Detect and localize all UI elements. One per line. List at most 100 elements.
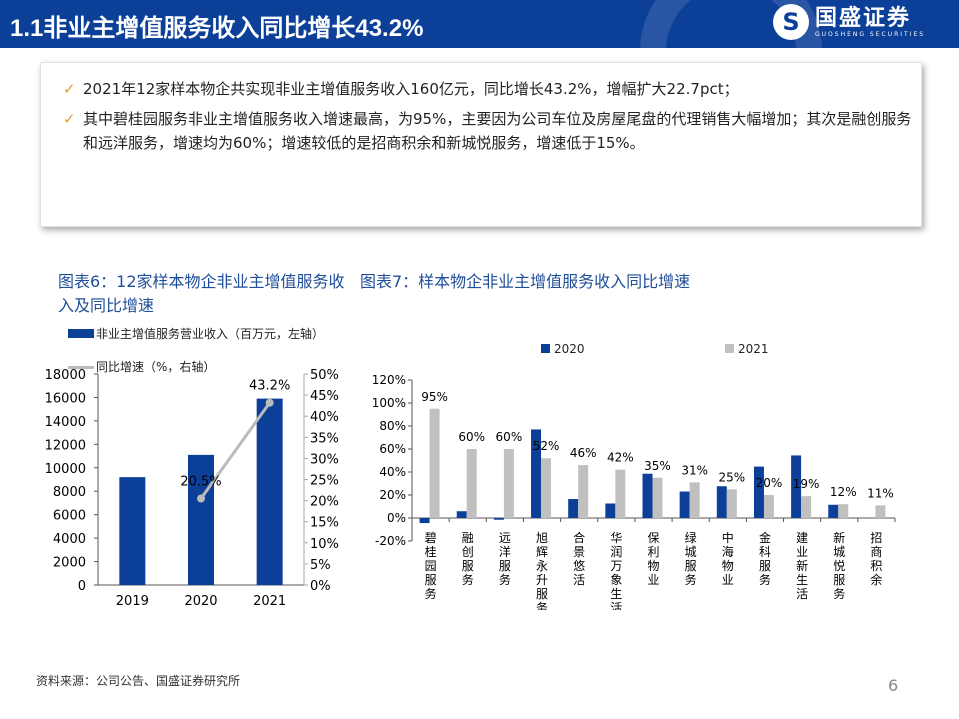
right-tick-label: 35%: [310, 431, 339, 446]
x-tick-label-char: 业: [647, 573, 659, 587]
legend-swatch: [68, 329, 94, 338]
left-tick-label: 8000: [53, 485, 86, 500]
left-tick-label: 16000: [45, 391, 86, 406]
bar-2021-旭辉永升服务: [541, 458, 552, 518]
x-tick-label-char: 悦: [833, 559, 845, 573]
bullet-2: ✓ 其中碧桂园服务非业主增值服务收入增速最高，为95%，主要因为公司车位及房屋尾盘…: [63, 107, 913, 155]
right-tick-label: 5%: [310, 558, 331, 573]
x-tick-label-char: 桂: [425, 544, 437, 559]
bar-2020-中海物业: [716, 486, 727, 518]
bar-2021-碧桂园服务: [429, 408, 440, 518]
bar-2021-建业新生活: [801, 496, 812, 518]
x-tick-label-char: 华: [610, 531, 622, 545]
bar-2019: [119, 477, 146, 585]
legend-swatch: [541, 344, 550, 353]
chart7-legend-2020: 2020: [541, 342, 585, 356]
bar-2021-华润万象生活: [615, 469, 626, 518]
bar-2020: [188, 454, 214, 585]
y-tick-label: 80%: [379, 419, 406, 433]
x-tick-label-char: 永: [536, 559, 548, 573]
x-tick-label-char: 海: [722, 544, 734, 559]
x-tick-label-char: 物: [647, 559, 659, 573]
chart6: 0 2000 4000 6000 8000 10000 12000 14000 16000 180…: [45, 368, 339, 609]
data-label: 20%: [756, 476, 783, 490]
bar-2021-合景悠活: [578, 465, 589, 518]
data-label: 43.2%: [249, 379, 290, 394]
legend-line-swatch: [68, 366, 94, 369]
data-label: 19%: [793, 477, 820, 491]
y-tick-label: 100%: [372, 396, 406, 410]
left-tick-label: 4000: [53, 532, 86, 547]
bar-2021-融创服务: [466, 449, 477, 518]
x-tick-label-char: 招: [870, 531, 882, 545]
bar-2020-建业新生活: [791, 455, 802, 518]
data-label: 25%: [718, 470, 745, 484]
chart6-legend-line: 同比增速（%，右轴）: [68, 358, 215, 375]
bar-2020-新城悦服务: [828, 504, 839, 518]
x-tick-label-char: 升: [536, 573, 548, 587]
x-tick-label-char: 服: [685, 559, 697, 573]
chart7: -20%0%20%40%60%80%100%120%95%碧桂园服务60%融创服…: [372, 373, 896, 610]
right-tick-label: 30%: [310, 452, 339, 467]
x-tick-label-char: 合: [573, 530, 585, 545]
data-label: 60%: [496, 430, 523, 444]
x-tick-label-char: 利: [647, 545, 659, 559]
left-tick-label: 18000: [45, 368, 86, 383]
left-tick-label: 6000: [53, 509, 86, 524]
x-tick-label-char: 辉: [536, 545, 548, 559]
right-tick-label: 0%: [310, 579, 331, 594]
bar-2021-保利物业: [652, 477, 663, 518]
bar-2020-碧桂园服务: [419, 518, 430, 524]
chart6-title: 图表6：12家样本物企非业主增值服务收入及同比增速: [58, 272, 345, 315]
x-tick-label-char: 活: [573, 573, 585, 587]
bar-2020-旭辉永升服务: [531, 429, 542, 518]
x-tick-label-char: 务: [833, 586, 845, 601]
legend-swatch: [725, 344, 734, 353]
x-tick-label-char: 务: [462, 572, 474, 587]
y-tick-label: 0%: [387, 511, 406, 525]
x-tick-label-char: 务: [425, 586, 437, 601]
x-tick-label-char: 积: [870, 559, 882, 573]
logo-mark-icon: S: [773, 4, 809, 40]
x-tick-label-char: 绿: [685, 530, 697, 545]
bar-2020-合景悠活: [568, 499, 579, 518]
bar-2021-新城悦服务: [838, 504, 849, 518]
bar-2021-金科服务: [763, 495, 774, 518]
x-tick-label-char: 余: [870, 572, 882, 587]
data-label: 42%: [607, 451, 634, 465]
x-tick-label-char: 务: [499, 572, 511, 587]
x-tick-label-char: 城: [685, 545, 697, 559]
x-tick-label-char: 商: [870, 544, 882, 559]
left-tick-label: 14000: [45, 415, 86, 430]
x-tick-label-char: 景: [573, 545, 585, 559]
x-tick-label-char: 中: [722, 530, 734, 545]
x-tick-label-char: 悠: [573, 558, 585, 573]
x-tick-label-char: 金: [759, 530, 771, 545]
x-tick-label-char: 务: [685, 572, 697, 587]
x-tick-label-char: 物: [722, 559, 734, 573]
check-icon: ✓: [63, 80, 76, 98]
x-tick-label-char: 服: [499, 559, 511, 573]
left-tick-label: 0: [78, 579, 86, 594]
left-tick-label: 10000: [45, 462, 86, 477]
x-tick-label-char: 园: [425, 559, 437, 573]
y-tick-label: 60%: [379, 442, 406, 456]
data-label: 35%: [644, 459, 671, 473]
data-label: 20.5%: [180, 474, 221, 489]
x-tick-label-char: 融: [462, 531, 474, 545]
x-tick-label-char: 万: [610, 559, 622, 573]
x-tick-label-char: 碧: [425, 531, 437, 545]
growth-point: [197, 494, 205, 503]
chart7-legend-2021: 2021: [725, 342, 769, 356]
growth-line: [199, 401, 271, 500]
bar-2020-保利物业: [642, 473, 653, 518]
source-note: 资料来源：公司公告、国盛证券研究所: [36, 674, 241, 688]
x-tick-label-char: 建: [796, 531, 808, 545]
y-tick-label: -20%: [375, 534, 406, 548]
x-tick-label-char: 保: [647, 531, 659, 545]
bullet-1: ✓ 2021年12家样本物企共实现非业主增值服务收入160亿元，同比增长43.2%…: [63, 77, 913, 101]
left-tick-label: 12000: [45, 438, 86, 453]
right-tick-label: 40%: [310, 410, 339, 425]
x-tick-label: 2019: [116, 594, 149, 609]
bar-2020-融创服务: [456, 511, 467, 518]
